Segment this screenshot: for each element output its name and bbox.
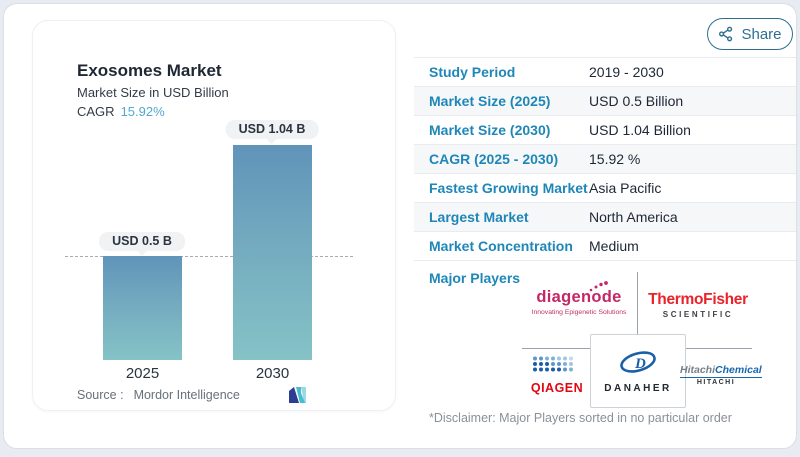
- table-row: CAGR (2025 - 2030) 15.92 %: [414, 145, 796, 174]
- source-attribution: Source : Mordor Intelligence: [77, 388, 240, 402]
- disclaimer-text: *Disclaimer: Major Players sorted in no …: [429, 411, 732, 425]
- row-label: Largest Market: [429, 209, 529, 225]
- mordor-intelligence-logo: [288, 387, 314, 409]
- x-axis-label-2030: 2030: [255, 365, 290, 382]
- table-row: Market Size (2030) USD 1.04 Billion: [414, 116, 796, 145]
- share-button-label: Share: [741, 25, 782, 43]
- reference-dashed-line: [65, 255, 353, 257]
- diagenode-dots-icon: [588, 279, 608, 298]
- row-value: 2019 - 2030: [589, 64, 664, 80]
- bar-value-label-2025: USD 0.5 B: [99, 231, 185, 256]
- share-icon: [718, 26, 734, 42]
- qiagen-logo: QIAGEN: [528, 356, 586, 395]
- row-value: 15.92 %: [589, 151, 641, 167]
- row-value: Asia Pacific: [589, 180, 662, 196]
- cagr-label: CAGR: [77, 104, 115, 119]
- table-row: Largest Market North America: [414, 203, 796, 232]
- diagenode-wordmark: diagenode: [536, 281, 621, 307]
- row-label: Market Size (2025): [429, 93, 551, 109]
- diagenode-tagline: Innovating Epigenetic Solutions: [531, 309, 627, 316]
- hitachi-chemical-logo: HitachiChemical HITACHI: [680, 360, 762, 386]
- row-value: USD 1.04 Billion: [589, 122, 691, 138]
- qiagen-wordmark: QIAGEN: [530, 381, 584, 395]
- danaher-wordmark: DANAHER: [604, 382, 672, 394]
- danaher-d-icon: D: [616, 349, 660, 380]
- major-players-label: Major Players: [429, 270, 521, 286]
- hitachi-subbrand-text: HITACHI: [696, 379, 736, 386]
- danaher-logo-card: D DANAHER: [590, 334, 686, 408]
- table-row: Fastest Growing Market Asia Pacific: [414, 174, 796, 203]
- bar-value-label-2030: USD 1.04 B: [225, 119, 319, 144]
- table-row: Study Period 2019 - 2030: [414, 58, 796, 87]
- hitachi-chemical-wordmark: HitachiChemical: [680, 364, 762, 378]
- chart-title: Exosomes Market: [77, 61, 222, 80]
- row-label: Market Size (2030): [429, 122, 551, 138]
- thermo-fisher-wordmark: ThermoFisher: [648, 291, 748, 308]
- cagr-value: 15.92%: [120, 104, 165, 119]
- table-row: Market Size (2025) USD 0.5 Billion: [414, 87, 796, 116]
- row-label: Market Concentration: [429, 238, 573, 254]
- report-card: Exosomes Market Market Size in USD Billi…: [3, 3, 797, 449]
- row-value: North America: [589, 209, 678, 225]
- source-label: Source :: [77, 388, 124, 402]
- row-value: Medium: [589, 238, 639, 254]
- row-value: USD 0.5 Billion: [589, 93, 684, 109]
- table-row: Market Concentration Medium: [414, 232, 796, 261]
- bar-2030: [233, 145, 312, 360]
- major-players-section: Major Players diagenode Innovating Epige…: [414, 260, 796, 410]
- svg-text:D: D: [634, 356, 646, 372]
- x-axis-label-2025: 2025: [125, 365, 160, 382]
- diagenode-logo: diagenode Innovating Epigenetic Solution…: [519, 281, 639, 316]
- bar-chart: USD 0.5 B USD 1.04 B 2025 2030: [33, 21, 395, 410]
- thermo-fisher-scientific-text: SCIENTIFIC: [662, 310, 734, 319]
- qiagen-dots-icon: [532, 356, 582, 379]
- thermo-fisher-logo: ThermoFisher SCIENTIFIC: [644, 291, 752, 319]
- chart-subtitle: Market Size in USD Billion: [77, 85, 229, 100]
- share-button[interactable]: Share: [707, 18, 793, 50]
- market-chart-panel: Exosomes Market Market Size in USD Billi…: [32, 20, 396, 411]
- logo-connector-vertical: [637, 272, 638, 334]
- bar-2025: [103, 256, 182, 360]
- key-facts-table: Study Period 2019 - 2030 Market Size (20…: [414, 57, 796, 261]
- chart-cagr-line: CAGR 15.92%: [77, 104, 165, 119]
- row-label: Fastest Growing Market: [429, 180, 588, 196]
- row-label: Study Period: [429, 64, 516, 80]
- source-name: Mordor Intelligence: [133, 388, 240, 402]
- row-label: CAGR (2025 - 2030): [429, 151, 559, 167]
